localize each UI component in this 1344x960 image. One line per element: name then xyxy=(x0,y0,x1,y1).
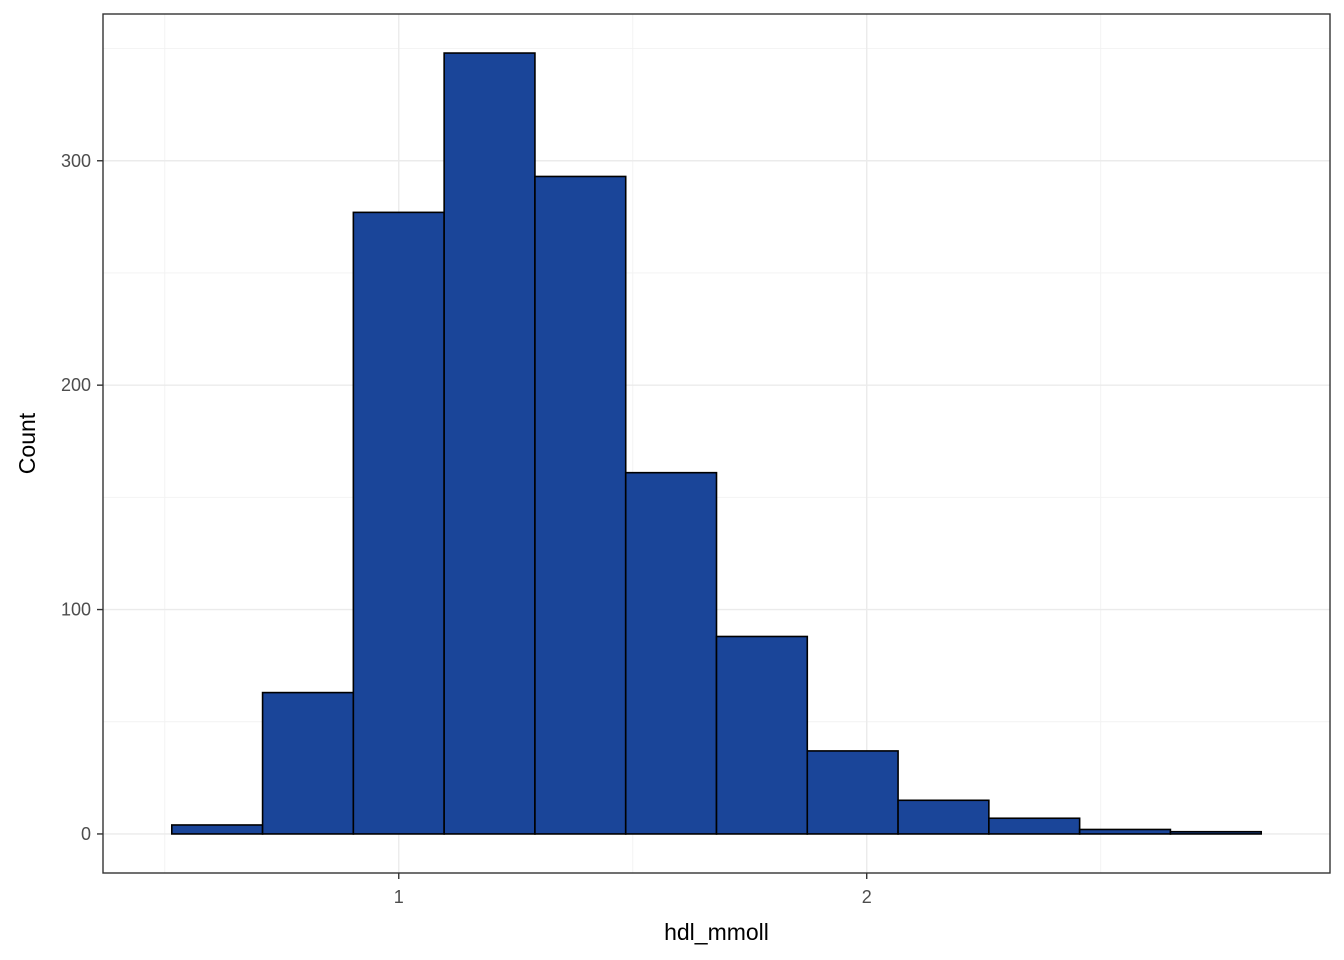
axis-ticks: 1 2 0 100 200 300 xyxy=(61,151,872,907)
y-tick-label: 200 xyxy=(61,375,91,395)
x-axis-title: hdl_mmoll xyxy=(664,919,769,945)
histogram-bar xyxy=(1078,828,1172,835)
y-tick-label: 0 xyxy=(81,824,91,844)
histogram-bar xyxy=(261,691,355,835)
histogram-bar xyxy=(897,799,990,835)
histogram-bar xyxy=(170,824,264,835)
histogram-bar xyxy=(352,211,445,835)
x-tick-label: 1 xyxy=(394,887,404,907)
y-tick-label: 100 xyxy=(61,600,91,620)
x-tick-label: 2 xyxy=(862,887,872,907)
histogram-bar xyxy=(715,635,809,835)
histogram-bar xyxy=(624,471,718,835)
histogram-bar xyxy=(988,817,1081,835)
histogram-bar xyxy=(1169,830,1263,835)
bars xyxy=(170,52,1263,835)
panel-border xyxy=(102,13,1331,874)
y-axis-title: Count xyxy=(14,412,40,474)
histogram-bar xyxy=(534,175,627,835)
y-tick-label: 300 xyxy=(61,151,91,171)
histogram-bar xyxy=(443,52,536,835)
histogram-bar xyxy=(806,750,899,835)
